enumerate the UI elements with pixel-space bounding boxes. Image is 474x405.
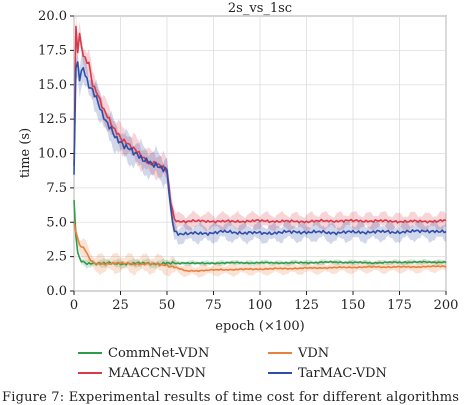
legend-label: CommNet-VDN — [108, 346, 209, 361]
confidence-band-vdn — [74, 213, 446, 278]
x-tick-label: 150 — [341, 298, 366, 313]
x-tick-label: 75 — [205, 298, 222, 313]
axis-ticks: 0 25 50 75 100 125 150 175 200 0.0 2.5 5.0 7.5 10.0 12… — [38, 9, 458, 313]
x-tick-label: 175 — [387, 298, 412, 313]
series-line-tarmac-vdn — [73, 61, 447, 236]
x-tick-label: 125 — [294, 298, 319, 313]
legend-label: TarMAC-VDN — [298, 366, 387, 381]
y-tick-label: 15.0 — [38, 78, 67, 93]
x-tick-label: 25 — [112, 298, 129, 313]
y-axis-title: time (s) — [18, 128, 33, 178]
y-tick-label: 2.5 — [46, 250, 67, 265]
y-tick-label: 20.0 — [38, 9, 67, 24]
y-tick-label: 5.0 — [46, 215, 67, 230]
chart-title: 2s_vs_1sc — [228, 1, 292, 16]
series-line-vdn — [73, 221, 447, 273]
legend-label: VDN — [297, 346, 329, 361]
x-tick-label: 100 — [248, 298, 273, 313]
series-line-maaccn-vdn — [73, 25, 447, 224]
y-tick-label: 7.5 — [46, 181, 67, 196]
legend-label: MAACCN-VDN — [108, 366, 206, 381]
y-tick-label: 10.0 — [38, 147, 67, 162]
y-tick-label: 17.5 — [38, 43, 67, 58]
y-tick-label: 0.0 — [46, 284, 67, 299]
legend: CommNet-VDN MAACCN-VDN VDN TarMAC-VDN — [78, 346, 387, 381]
confidence-band-tarmac-vdn — [74, 50, 446, 245]
series-lines — [73, 25, 447, 273]
y-tick-label: 12.5 — [38, 112, 67, 127]
x-tick-label: 50 — [159, 298, 176, 313]
x-tick-label: 0 — [70, 298, 78, 313]
x-axis-title: epoch (×100) — [215, 319, 304, 334]
x-tick-label: 200 — [434, 298, 459, 313]
figure-caption: Figure 7: Experimental results of time c… — [2, 390, 460, 405]
